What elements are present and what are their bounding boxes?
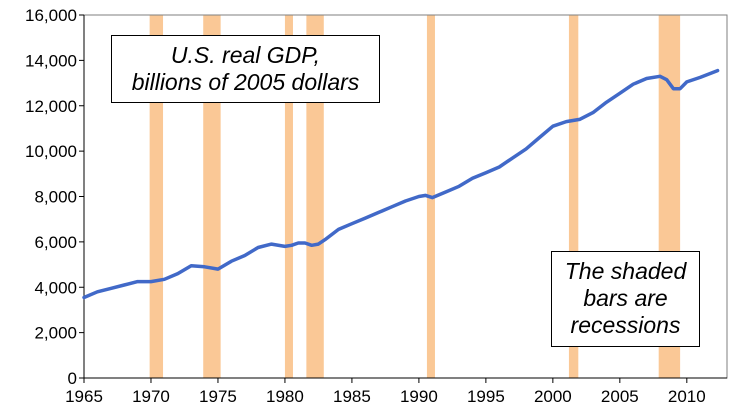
recession-bar-6 <box>568 15 579 378</box>
y-tick-label: 0 <box>68 369 77 388</box>
x-tick-label: 1975 <box>199 387 237 406</box>
x-tick-label: 1980 <box>266 387 304 406</box>
y-tick-label: 8,000 <box>34 188 77 207</box>
x-tick-label: 2005 <box>601 387 639 406</box>
x-tick-labels: 1965 1970 1975 1980 1985 1990 1995 2000 2005 2010 <box>65 378 706 406</box>
recession-note-line-1: The shaded <box>564 258 687 284</box>
x-tick-label: 1995 <box>467 387 505 406</box>
y-tick-label: 12,000 <box>25 97 77 116</box>
x-tick-label: 1970 <box>132 387 170 406</box>
y-tick-label: 10,000 <box>25 142 77 161</box>
recession-bar-1 <box>149 15 164 378</box>
recession-bar-4 <box>306 15 324 378</box>
x-tick-label: 2010 <box>668 387 706 406</box>
y-tick-labels: 0 2,000 4,000 6,000 8,000 10,000 12,000 14,000 1… <box>25 6 84 388</box>
recession-note-line-3: recessions <box>570 312 681 338</box>
x-tick-label: 1990 <box>400 387 438 406</box>
chart-title-line-1: U.S. real GDP, <box>170 42 321 68</box>
gdp-series-line <box>82 68 720 300</box>
y-tick-label: 14,000 <box>25 51 77 70</box>
y-tick-label: 6,000 <box>34 233 77 252</box>
chart-title-line-2: billions of 2005 dollars <box>131 69 360 95</box>
chart-title-box: U.S. real GDP, billions of 2005 dollars <box>111 35 380 103</box>
recession-note-box: The shaded bars are recessions <box>551 251 700 347</box>
recession-bar-3 <box>284 15 293 378</box>
x-tick-label: 1965 <box>65 387 103 406</box>
recession-bar-2 <box>203 15 221 378</box>
y-tick-label: 16,000 <box>25 6 77 25</box>
recession-note-line-2: bars are <box>583 285 668 311</box>
y-tick-label: 4,000 <box>34 278 77 297</box>
x-tick-label: 1985 <box>333 387 371 406</box>
x-tick-label: 2000 <box>534 387 572 406</box>
y-tick-label: 2,000 <box>34 324 77 343</box>
